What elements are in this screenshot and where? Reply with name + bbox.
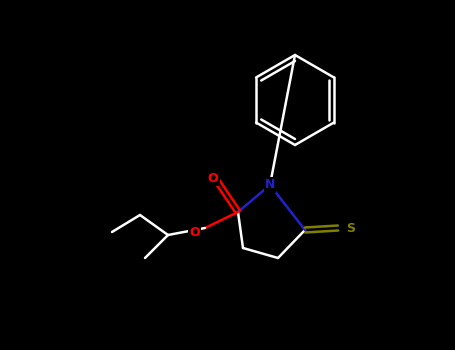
- Text: S: S: [346, 222, 355, 235]
- Text: N: N: [265, 178, 275, 191]
- Text: O: O: [207, 172, 218, 184]
- Text: O: O: [189, 226, 200, 239]
